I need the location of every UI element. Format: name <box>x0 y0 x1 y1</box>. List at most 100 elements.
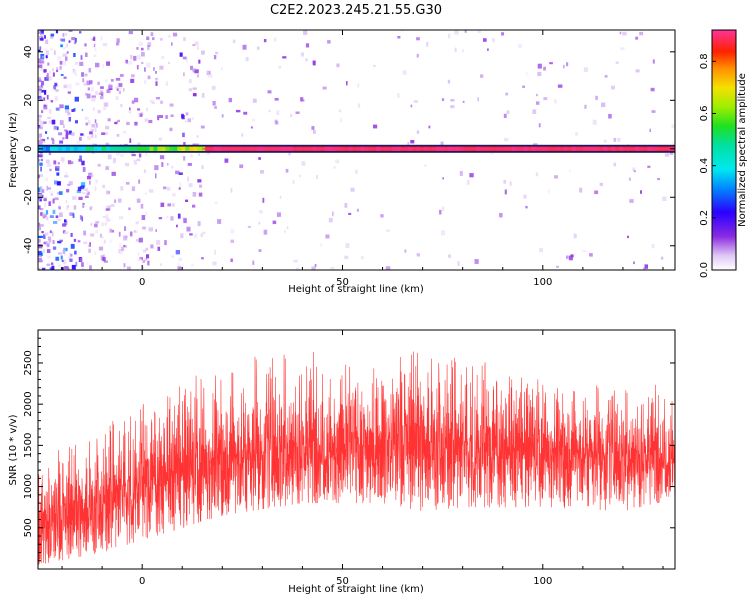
spectrogram-noise-cell <box>179 182 181 187</box>
spectrogram-noise-cell <box>247 225 251 228</box>
spectrogram-noise-cell <box>50 193 53 196</box>
spectrogram-noise-cell <box>56 69 59 73</box>
spectrogram-noise-cell <box>66 189 70 193</box>
spectrogram-noise-cell <box>82 268 84 270</box>
spectrogram-noise-cell <box>40 208 44 211</box>
spectrogram-noise-cell <box>70 253 73 257</box>
spectrogram-noise-cell <box>101 92 104 96</box>
spectrogram-noise-cell <box>492 38 495 43</box>
spectrogram-noise-cell <box>100 86 104 89</box>
spectrogram-noise-cell <box>161 162 164 167</box>
spectrogram-noise-cell <box>335 159 340 164</box>
spectrogram-noise-cell <box>41 58 44 64</box>
spectrogram-noise-cell <box>88 172 93 178</box>
spectrogram-noise-cell <box>617 138 621 142</box>
spectrogram-noise-cell <box>235 109 241 113</box>
spectrogram-noise-cell <box>41 231 44 234</box>
spectrogram-noise-cell <box>94 186 97 191</box>
spectrogram-noise-cell <box>70 243 75 249</box>
spectrogram-noise-cell <box>105 142 110 147</box>
spectrogram-noise-cell <box>146 62 151 68</box>
dominant-line-segment <box>101 146 107 151</box>
spectrogram-noise-cell <box>104 79 108 82</box>
spectrogram-noise-cell <box>45 210 49 215</box>
spectrogram-noise-cell <box>46 75 49 80</box>
spectrogram-noise-cell <box>64 105 69 110</box>
spectrogram-noise-cell <box>547 189 550 194</box>
spectrogram-noise-cell <box>146 107 149 112</box>
spectrogram-noise-cell <box>45 177 48 182</box>
spectrogram-noise-cell <box>135 230 138 234</box>
spectrogram-noise-cell <box>202 231 206 234</box>
spectrogram-noise-cell <box>38 250 42 256</box>
spectrogram-noise-cell <box>156 240 161 245</box>
spectrogram-noise-cell <box>108 83 113 89</box>
spectrogram-noise-cell <box>59 140 64 144</box>
spectrogram-noise-cell <box>82 133 85 137</box>
spectrogram-noise-cell <box>63 247 68 252</box>
spectrogram-noise-cell <box>164 240 167 246</box>
colorbar-tick-label: 0.0 <box>699 262 710 278</box>
spectrogram-noise-cell <box>128 60 132 65</box>
spectrogram-noise-cell <box>91 96 96 102</box>
spectrogram-noise-cell <box>94 119 97 124</box>
spectrogram-noise-cell <box>128 31 133 35</box>
spectrogram-noise-cell <box>39 97 43 102</box>
spectrogram-noise-cell <box>68 40 71 43</box>
spectrogram-noise-cell <box>192 44 196 46</box>
spectrogram-noise-cell <box>243 111 248 115</box>
spectrogram-noise-cell <box>88 248 91 253</box>
spectrogram-noise-cell <box>43 35 46 39</box>
spectrogram-noise-cell <box>84 73 88 77</box>
spectrogram-y-tick-label: 40 <box>23 45 34 58</box>
spectrogram-noise-cell <box>260 170 264 174</box>
spectrogram-noise-cell <box>601 102 606 108</box>
spectrogram-noise-cell <box>573 233 577 239</box>
spectrogram-noise-cell <box>78 196 83 200</box>
spectrogram-noise-cell <box>69 258 73 262</box>
spectrogram-noise-cell <box>407 141 410 147</box>
spectrogram-noise-cell <box>61 38 66 42</box>
spectrogram-noise-cell <box>147 45 150 51</box>
spectrogram-noise-cell <box>126 61 128 64</box>
spectrogram-noise-cell <box>450 99 455 102</box>
dominant-line-segment <box>157 146 162 151</box>
spectrogram-noise-cell <box>49 47 53 51</box>
spectrogram-noise-cell <box>416 253 420 257</box>
spectrogram-noise-cell <box>538 123 541 128</box>
spectrogram-noise-cell <box>45 50 50 55</box>
spectrogram-noise-cell <box>273 37 277 42</box>
spectrogram-noise-cell <box>295 111 300 114</box>
spectrogram-noise-cell <box>214 106 217 109</box>
spectrogram-noise-cell <box>592 119 597 125</box>
spectrogram-noise-cell <box>115 150 120 156</box>
spectrogram-noise-cell <box>146 254 150 259</box>
spectrogram-noise-cell <box>107 118 111 122</box>
spectrogram-noise-cell <box>79 31 82 34</box>
spectrogram-noise-cell <box>464 30 467 33</box>
spectrogram-ticks: 0 50 100 -40 -20 0 20 40 <box>23 30 675 288</box>
spectrogram-noise-cell <box>145 152 148 157</box>
spectrogram-noise-cell <box>81 72 84 77</box>
spectrogram-noise-cell <box>40 224 44 227</box>
spectrogram-noise-cell <box>163 186 167 190</box>
spectrogram-noise-cell <box>38 174 40 179</box>
spectrogram-noise-cell <box>48 239 52 243</box>
spectrogram-noise-cell <box>214 249 217 255</box>
spectrogram-noise-cell <box>52 240 55 244</box>
spectrogram-noise-cell <box>336 63 340 68</box>
spectrogram-noise-cell <box>42 249 45 254</box>
spectrogram-noise-cell <box>87 87 90 91</box>
spectrogram-noise-cell <box>65 56 68 61</box>
dominant-line-segment <box>145 146 150 151</box>
spectrogram-y-tick-label: -40 <box>23 238 34 254</box>
spectrogram-noise-cell <box>224 158 229 163</box>
spectrogram-noise-cell <box>170 216 174 221</box>
spectrogram-noise-cell <box>39 38 44 41</box>
spectrogram-noise-cell <box>178 187 181 190</box>
spectrogram-noise-cell <box>207 69 209 75</box>
spectrogram-noise-cell <box>615 61 619 64</box>
spectrogram-noise-cell <box>74 96 79 102</box>
spectrogram-noise-cell <box>103 102 109 107</box>
